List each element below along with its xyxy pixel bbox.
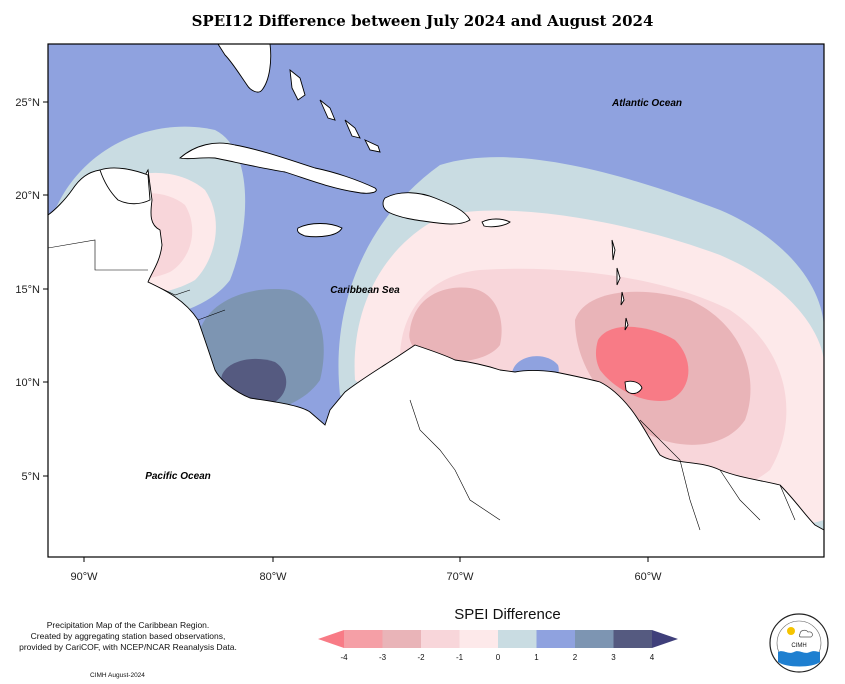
- land-jamaica: [297, 223, 343, 238]
- legend-tick-label: 0: [496, 653, 501, 662]
- legend-swatch: [498, 630, 537, 648]
- cimh-logo: CIMH: [769, 613, 829, 673]
- land-bahamas: [289, 68, 381, 153]
- legend-swatch: [536, 630, 575, 648]
- map-title: SPEI12 Difference between July 2024 and …: [191, 12, 654, 30]
- land-trinidad: [624, 380, 643, 394]
- lat-label-10n: 10°N: [15, 377, 40, 389]
- credit-line-3: provided by CariCOF, with NCEP/NCAR Rean…: [19, 642, 237, 652]
- legend-tick-label: -4: [340, 653, 348, 662]
- legend-colorbar: -4 -3 -2 -1 0 1 2 3 4: [318, 630, 678, 662]
- legend-tick-label: 1: [534, 653, 539, 662]
- logo-text: CIMH: [791, 643, 806, 649]
- land-puerto-rico: [481, 218, 511, 228]
- land-hispaniola: [382, 192, 471, 225]
- land-cuba: [179, 142, 377, 194]
- lat-label-15n: 15°N: [15, 284, 40, 296]
- credit-date: CIMH August-2024: [90, 672, 145, 679]
- lon-label-90w: 90°W: [70, 571, 98, 583]
- contour-minus4-east: [595, 326, 689, 401]
- lon-label-60w: 60°W: [634, 571, 662, 583]
- landmass: [48, 44, 824, 557]
- lon-label-80w: 80°W: [259, 571, 287, 583]
- legend-tick-label: -3: [379, 653, 387, 662]
- legend-tick-label: 2: [573, 653, 578, 662]
- cloud-icon: [799, 629, 813, 638]
- legend-swatch: [575, 630, 614, 648]
- legend-tick-label: 4: [650, 653, 655, 662]
- legend-tick-label: -2: [417, 653, 425, 662]
- legend-swatch: [382, 630, 421, 648]
- legend-swatch: [459, 630, 498, 648]
- legend-title: SPEI Difference: [454, 606, 561, 623]
- map-credit: Precipitation Map of the Caribbean Regio…: [8, 620, 248, 653]
- label-caribbean-sea: Caribbean Sea: [330, 285, 400, 296]
- waves-icon: [778, 651, 820, 667]
- credit-line-1: Precipitation Map of the Caribbean Regio…: [46, 620, 210, 630]
- label-atlantic-ocean: Atlantic Ocean: [611, 98, 682, 109]
- sun-icon: [787, 627, 795, 635]
- legend-tick-label: -1: [456, 653, 464, 662]
- spei-map: 25°N 20°N 15°N 10°N 5°N 90°W 80°W 70°W 6…: [15, 43, 825, 583]
- map-frame: [47, 43, 825, 558]
- legend-tick-label: 3: [611, 653, 616, 662]
- lon-ticks: [83, 557, 649, 562]
- land-florida: [217, 44, 272, 93]
- legend-arrow-right: [652, 630, 678, 648]
- credit-line-2: Created by aggregating station based obs…: [30, 631, 226, 641]
- contour-minus3-north: [409, 287, 502, 362]
- land-yucatan: [99, 167, 151, 205]
- legend-swatch: [613, 630, 652, 648]
- legend-swatch: [344, 630, 383, 648]
- legend-swatch: [421, 630, 460, 648]
- land-lesser-antilles: [611, 239, 629, 331]
- lat-label-5n: 5°N: [22, 471, 41, 483]
- legend-arrow-left: [318, 630, 344, 648]
- label-pacific-ocean: Pacific Ocean: [145, 471, 211, 482]
- lat-label-20n: 20°N: [15, 190, 40, 202]
- lon-label-70w: 70°W: [446, 571, 474, 583]
- lat-label-25n: 25°N: [15, 97, 40, 109]
- lat-ticks: [43, 101, 48, 477]
- country-borders: [48, 239, 796, 531]
